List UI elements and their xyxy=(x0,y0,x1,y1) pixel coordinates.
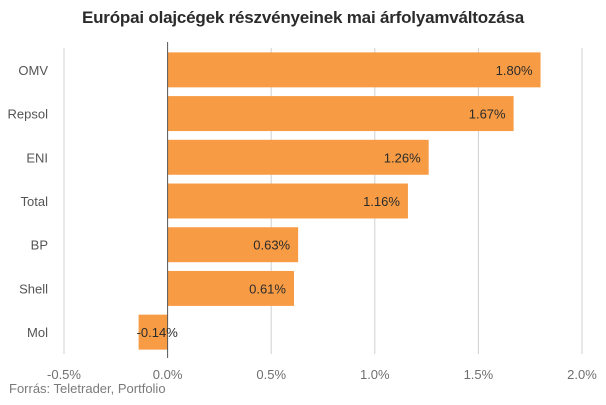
x-tick-label: 1.0% xyxy=(360,367,390,382)
category-label: ENI xyxy=(26,150,48,165)
category-label: Shell xyxy=(19,281,48,296)
bar-total xyxy=(167,183,408,219)
data-label: 1.67% xyxy=(469,107,506,122)
data-label: 1.80% xyxy=(496,63,533,78)
x-tick-label: 2.0% xyxy=(567,367,597,382)
data-label: 1.26% xyxy=(384,150,421,165)
category-label: Mol xyxy=(27,325,48,340)
x-tick-label: -0.5% xyxy=(47,367,81,382)
bar-bp xyxy=(167,227,299,263)
x-tick-label: 1.5% xyxy=(464,367,494,382)
category-label: Repsol xyxy=(8,107,49,122)
bar-omv xyxy=(167,52,541,88)
chart-title: Európai olajcégek részvényeinek mai árfo… xyxy=(81,8,524,27)
category-label: BP xyxy=(31,238,48,253)
x-tick-label: 0.0% xyxy=(153,367,183,382)
data-label: 0.61% xyxy=(249,281,286,296)
bars xyxy=(138,52,541,350)
data-label: 1.16% xyxy=(363,194,400,209)
bar-mol xyxy=(138,314,168,350)
data-label: -0.14% xyxy=(137,325,179,340)
bar-repsol xyxy=(167,96,514,132)
data-label: 0.63% xyxy=(253,238,290,253)
x-tick-label: 0.5% xyxy=(256,367,286,382)
category-label: OMV xyxy=(18,63,48,78)
source-note: Forrás: Teletrader, Portfolio xyxy=(9,381,166,396)
category-label: Total xyxy=(21,194,49,209)
bar-eni xyxy=(167,139,429,175)
bar-shell xyxy=(167,270,294,306)
labels: -0.5% 0.0% 0.5% 1.0% 1.5% 2.0% OMV 1.80% Repsol 1… xyxy=(8,63,598,382)
